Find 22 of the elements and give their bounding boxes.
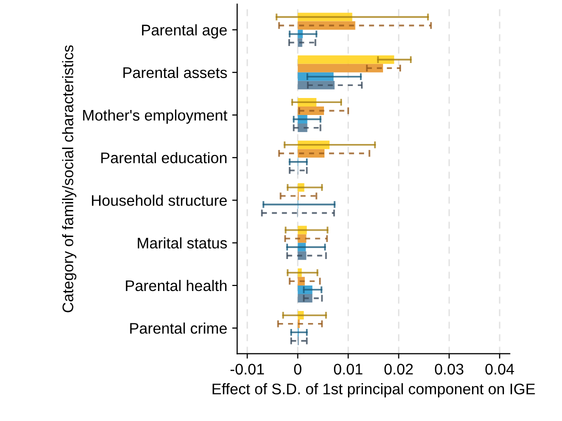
y-axis-title: Category of family/social characteristics [62, 45, 76, 312]
x-axis-title: Effect of S.D. of 1st principal component on IGE [212, 383, 535, 398]
x-tick-label: 0.01 [334, 364, 362, 375]
bar [298, 124, 308, 132]
y-tick-label: Mother's employment [83, 109, 228, 124]
x-tick-label: 0.03 [434, 364, 464, 375]
y-tick-label: Parental education [101, 152, 226, 164]
y-tick-label: Parental crime [130, 322, 227, 334]
y-tick-label: Parental assets [123, 66, 227, 78]
y-tick-label: Marital status [138, 237, 227, 249]
y-tick-label: Household structure [92, 194, 227, 206]
bar [298, 149, 324, 158]
y-tick-label: Parental health [126, 280, 226, 292]
x-tick-label: -0.01 [230, 364, 264, 375]
x-tick-label: 0 [294, 364, 302, 375]
bar [298, 234, 306, 243]
y-tick-label: Parental age [142, 24, 227, 38]
bar [298, 55, 394, 64]
x-tick-label: 0.04 [485, 364, 514, 375]
x-tick-label: 0.02 [384, 364, 413, 375]
bar [298, 64, 384, 72]
bar [298, 251, 306, 260]
